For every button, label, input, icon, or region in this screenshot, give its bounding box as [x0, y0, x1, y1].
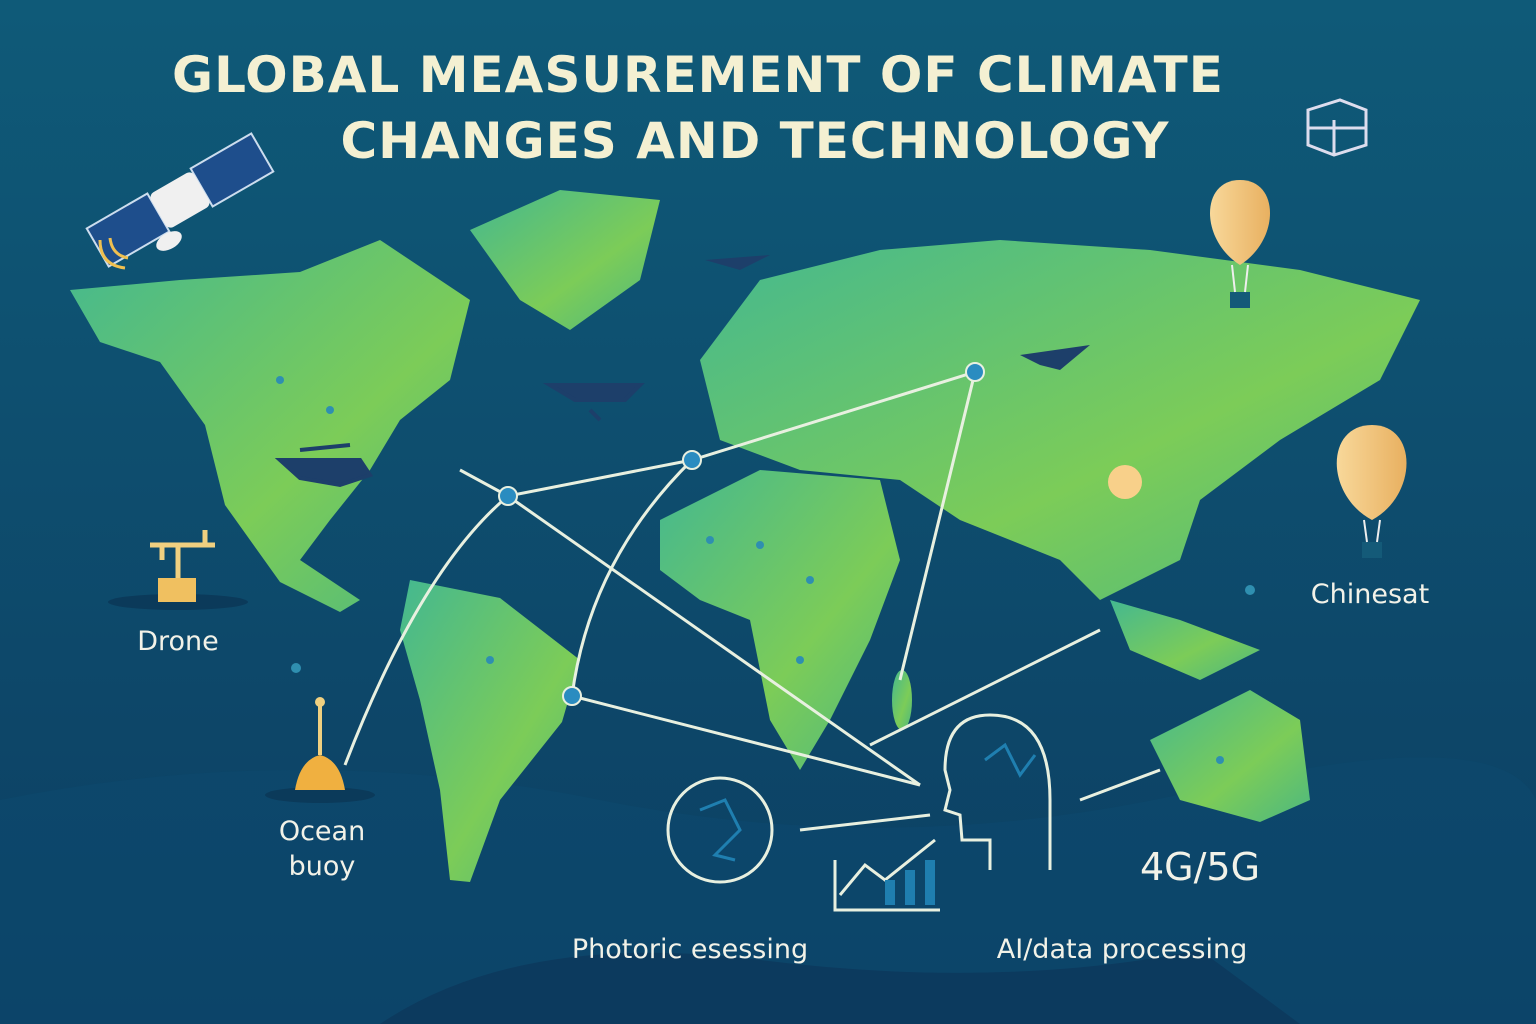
dot — [291, 663, 301, 673]
dot — [276, 376, 284, 384]
data-dots — [276, 376, 1255, 764]
dot — [796, 656, 804, 664]
title-line: CHANGES AND TECHNOLOGY — [340, 112, 1169, 170]
drone-icon — [108, 530, 248, 610]
label: Ocean — [279, 816, 365, 847]
node — [498, 486, 518, 506]
title-line: GLOBAL MEASUREMENT OF CLIMATE — [172, 46, 1224, 104]
dot — [326, 406, 334, 414]
eurasia — [700, 240, 1420, 600]
node — [965, 362, 985, 382]
southeast-asia — [1110, 600, 1260, 680]
dot — [706, 536, 714, 544]
processing-icons — [666, 713, 1052, 912]
node — [562, 686, 582, 706]
network-line — [343, 494, 509, 766]
antarctica — [380, 950, 1300, 1024]
dot — [756, 541, 764, 549]
network-line — [507, 369, 978, 681]
balloons — [1108, 180, 1407, 558]
dot — [486, 656, 494, 664]
network-line — [869, 628, 1101, 747]
label: Drone — [137, 626, 219, 657]
ocean-wave — [0, 757, 1536, 1024]
label: buoy — [289, 851, 356, 882]
greenland — [470, 190, 660, 330]
network-line — [570, 458, 921, 787]
network-line — [799, 813, 931, 832]
aircraft — [274, 255, 1090, 488]
network — [343, 362, 1161, 832]
label: Photoric esessing — [572, 934, 808, 965]
dot — [1216, 756, 1224, 764]
north-america — [70, 240, 470, 612]
label: AI/data processing — [997, 934, 1247, 965]
network-line — [1079, 768, 1161, 802]
australia — [1150, 690, 1310, 822]
label: 4G/5G — [1140, 845, 1260, 889]
madagascar — [892, 670, 912, 730]
node — [682, 450, 702, 470]
cube-icon — [1306, 98, 1368, 157]
south-america — [400, 580, 580, 882]
africa — [660, 470, 900, 770]
dot — [1245, 585, 1255, 595]
continents — [70, 190, 1420, 882]
label: Chinesat — [1311, 579, 1429, 610]
dot — [806, 576, 814, 584]
buoy-icon — [265, 697, 375, 803]
signal — [98, 237, 129, 270]
satellite — [85, 132, 275, 268]
